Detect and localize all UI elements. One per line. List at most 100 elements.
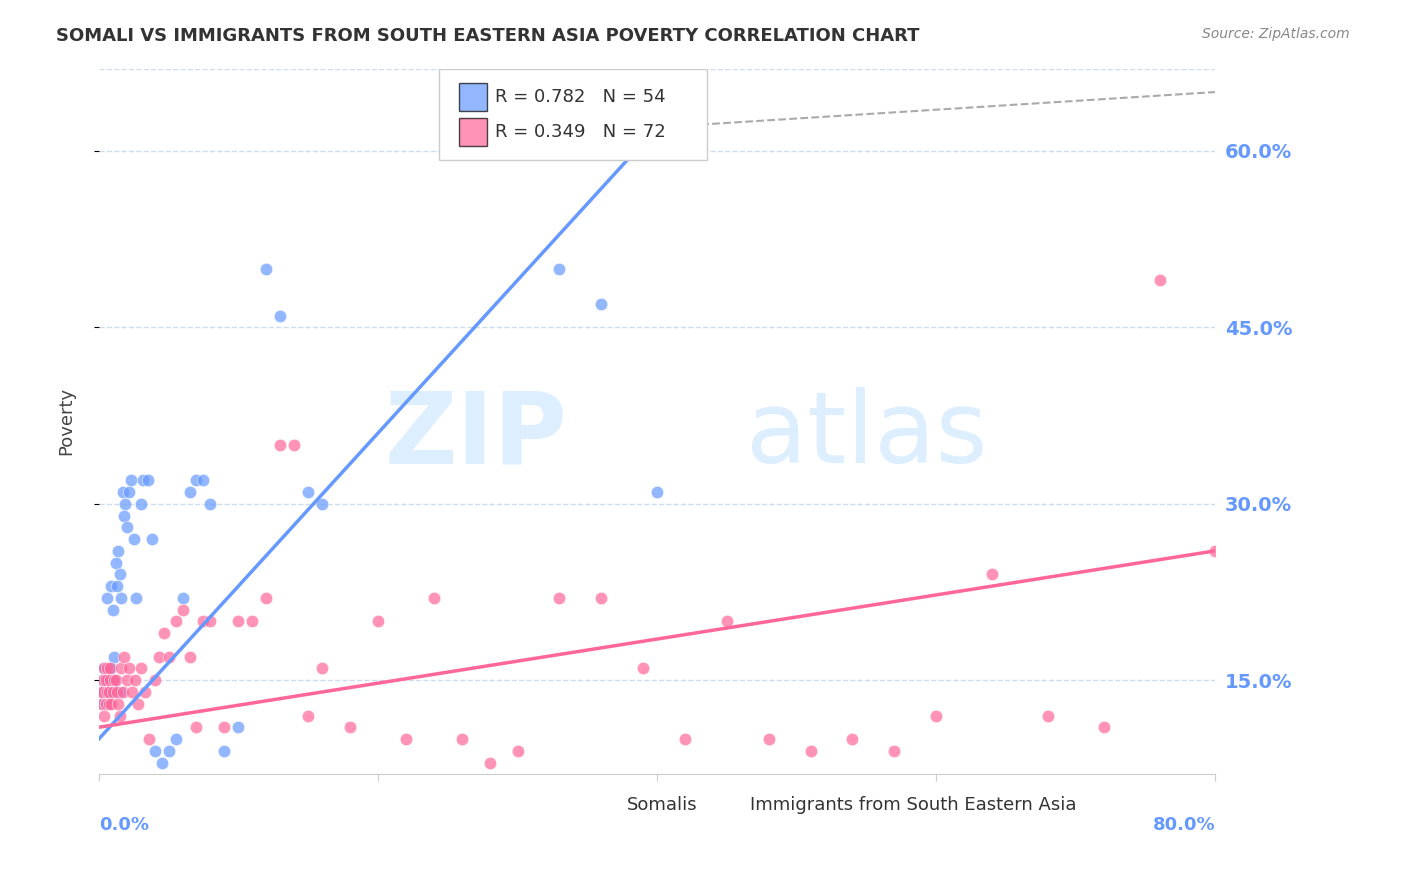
Point xyxy=(136,473,159,487)
Point xyxy=(111,485,134,500)
Point xyxy=(800,744,823,758)
Point xyxy=(200,615,222,629)
Point xyxy=(93,661,115,675)
Point xyxy=(98,661,121,675)
Point xyxy=(200,497,222,511)
Point xyxy=(111,685,134,699)
Point xyxy=(108,685,131,699)
Point xyxy=(115,673,138,688)
Point xyxy=(423,591,446,605)
Point xyxy=(450,732,472,747)
Point xyxy=(100,579,122,593)
Point xyxy=(97,697,120,711)
Text: 80.0%: 80.0% xyxy=(1153,815,1215,833)
Point xyxy=(93,673,115,688)
Point xyxy=(94,697,117,711)
Point xyxy=(172,602,194,616)
Point xyxy=(673,732,696,747)
Point xyxy=(90,685,112,699)
Point xyxy=(548,591,571,605)
Point xyxy=(93,661,115,675)
Point xyxy=(311,661,333,675)
Point xyxy=(981,567,1004,582)
Point xyxy=(121,685,143,699)
Point xyxy=(90,697,112,711)
Point xyxy=(179,485,201,500)
Point xyxy=(107,544,129,558)
Point xyxy=(283,438,305,452)
Text: R = 0.349   N = 72: R = 0.349 N = 72 xyxy=(495,123,666,141)
Point xyxy=(96,591,118,605)
Point xyxy=(254,261,277,276)
Point xyxy=(506,744,529,758)
Point xyxy=(269,309,291,323)
FancyBboxPatch shape xyxy=(591,792,619,817)
Point xyxy=(108,708,131,723)
Point xyxy=(94,673,117,688)
Point xyxy=(134,685,156,699)
Point xyxy=(143,673,166,688)
Point xyxy=(165,615,187,629)
Point xyxy=(214,744,236,758)
Point xyxy=(240,615,263,629)
Point xyxy=(125,591,148,605)
Y-axis label: Poverty: Poverty xyxy=(58,387,75,456)
Point xyxy=(96,685,118,699)
FancyBboxPatch shape xyxy=(460,83,488,111)
Point xyxy=(104,673,127,688)
Point xyxy=(103,649,125,664)
Point xyxy=(591,591,613,605)
Point xyxy=(193,473,215,487)
Point xyxy=(107,697,129,711)
Point xyxy=(478,756,501,770)
Point xyxy=(193,615,215,629)
Text: 0.0%: 0.0% xyxy=(98,815,149,833)
Point xyxy=(98,673,121,688)
Point xyxy=(339,720,361,734)
Text: SOMALI VS IMMIGRANTS FROM SOUTH EASTERN ASIA POVERTY CORRELATION CHART: SOMALI VS IMMIGRANTS FROM SOUTH EASTERN … xyxy=(56,27,920,45)
Point xyxy=(228,615,250,629)
Point xyxy=(105,685,128,699)
Text: Immigrants from South Eastern Asia: Immigrants from South Eastern Asia xyxy=(749,796,1076,814)
Point xyxy=(103,673,125,688)
Point xyxy=(631,661,654,675)
Point xyxy=(228,720,250,734)
Point xyxy=(120,473,142,487)
Point xyxy=(100,697,122,711)
Point xyxy=(91,697,114,711)
Point xyxy=(101,673,124,688)
Point xyxy=(129,661,152,675)
Point xyxy=(1092,720,1115,734)
Point xyxy=(96,661,118,675)
FancyBboxPatch shape xyxy=(713,792,741,817)
Point xyxy=(395,732,418,747)
Point xyxy=(94,685,117,699)
Point xyxy=(110,661,132,675)
Point xyxy=(89,685,111,699)
Point xyxy=(591,297,613,311)
Point xyxy=(112,649,135,664)
Point xyxy=(1036,708,1059,723)
Point xyxy=(157,744,180,758)
Point xyxy=(118,661,141,675)
Point xyxy=(97,661,120,675)
Point xyxy=(132,473,155,487)
Point xyxy=(138,732,160,747)
Point xyxy=(124,673,146,688)
Point xyxy=(112,508,135,523)
Point xyxy=(148,649,170,664)
Point xyxy=(269,438,291,452)
Point xyxy=(153,626,176,640)
Point xyxy=(91,673,114,688)
Point xyxy=(1204,544,1226,558)
Point xyxy=(108,567,131,582)
Point xyxy=(150,756,173,770)
Point xyxy=(716,615,738,629)
Point xyxy=(172,591,194,605)
Text: Source: ZipAtlas.com: Source: ZipAtlas.com xyxy=(1202,27,1350,41)
Point xyxy=(157,649,180,664)
Point xyxy=(100,661,122,675)
Point xyxy=(101,602,124,616)
Point xyxy=(311,497,333,511)
Point xyxy=(645,485,668,500)
